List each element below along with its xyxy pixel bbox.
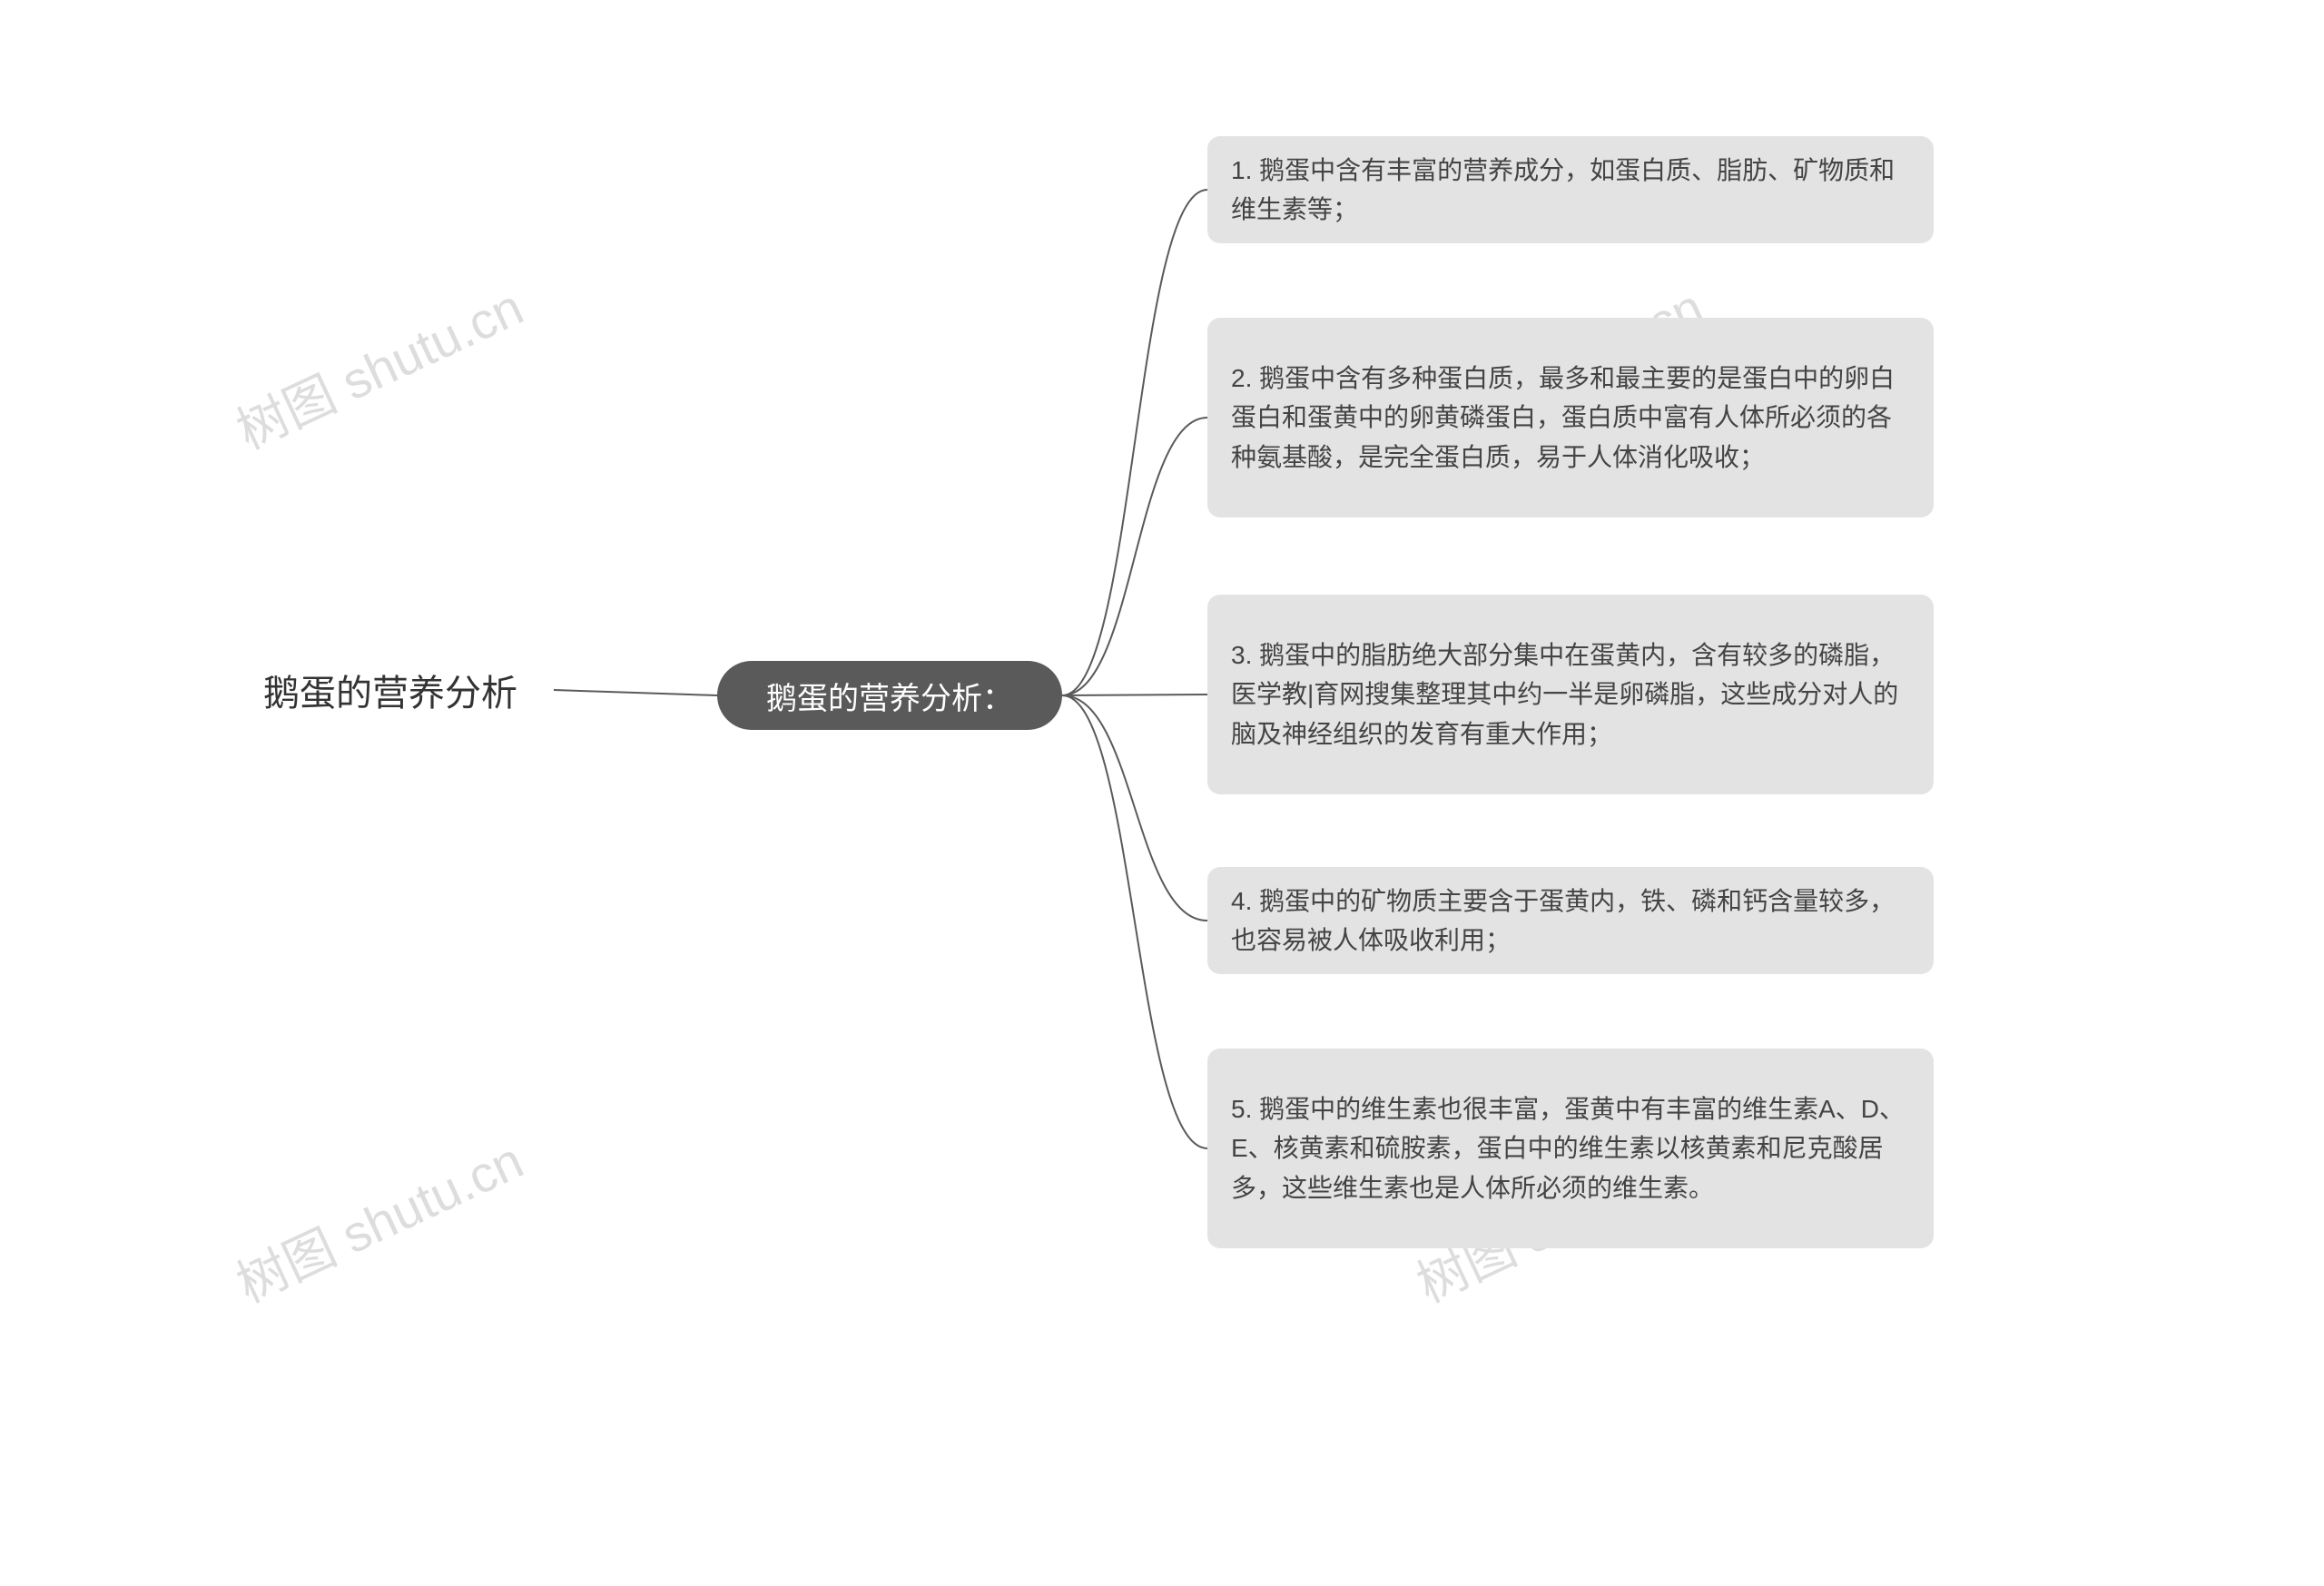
watermark: 树图 shutu.cn [223, 267, 534, 464]
leaf-node-5[interactable]: 5. 鹅蛋中的维生素也很丰富，蛋黄中有丰富的维生素A、D、E、核黄素和硫胺素，蛋… [1207, 1049, 1934, 1248]
leaf-node-4[interactable]: 4. 鹅蛋中的矿物质主要含于蛋黄内，铁、磷和钙含量较多，也容易被人体吸收利用； [1207, 867, 1934, 974]
mindmap-canvas: 树图 shutu.cn 树图 shutu.cn 树图 shutu.cn 树图 s… [0, 0, 2324, 1586]
root-node[interactable]: 鹅蛋的营养分析 [227, 663, 554, 717]
leaf-node-2[interactable]: 2. 鹅蛋中含有多种蛋白质，最多和最主要的是蛋白中的卵白蛋白和蛋黄中的卵黄磷蛋白… [1207, 318, 1934, 517]
branch-node[interactable]: 鹅蛋的营养分析： [717, 661, 1062, 730]
connector-lines [0, 0, 2324, 1586]
leaf-node-1[interactable]: 1. 鹅蛋中含有丰富的营养成分，如蛋白质、脂肪、矿物质和维生素等； [1207, 136, 1934, 243]
watermark: 树图 shutu.cn [223, 1120, 534, 1317]
leaf-node-3[interactable]: 3. 鹅蛋中的脂肪绝大部分集中在蛋黄内，含有较多的磷脂，医学教|育网搜集整理其中… [1207, 595, 1934, 794]
